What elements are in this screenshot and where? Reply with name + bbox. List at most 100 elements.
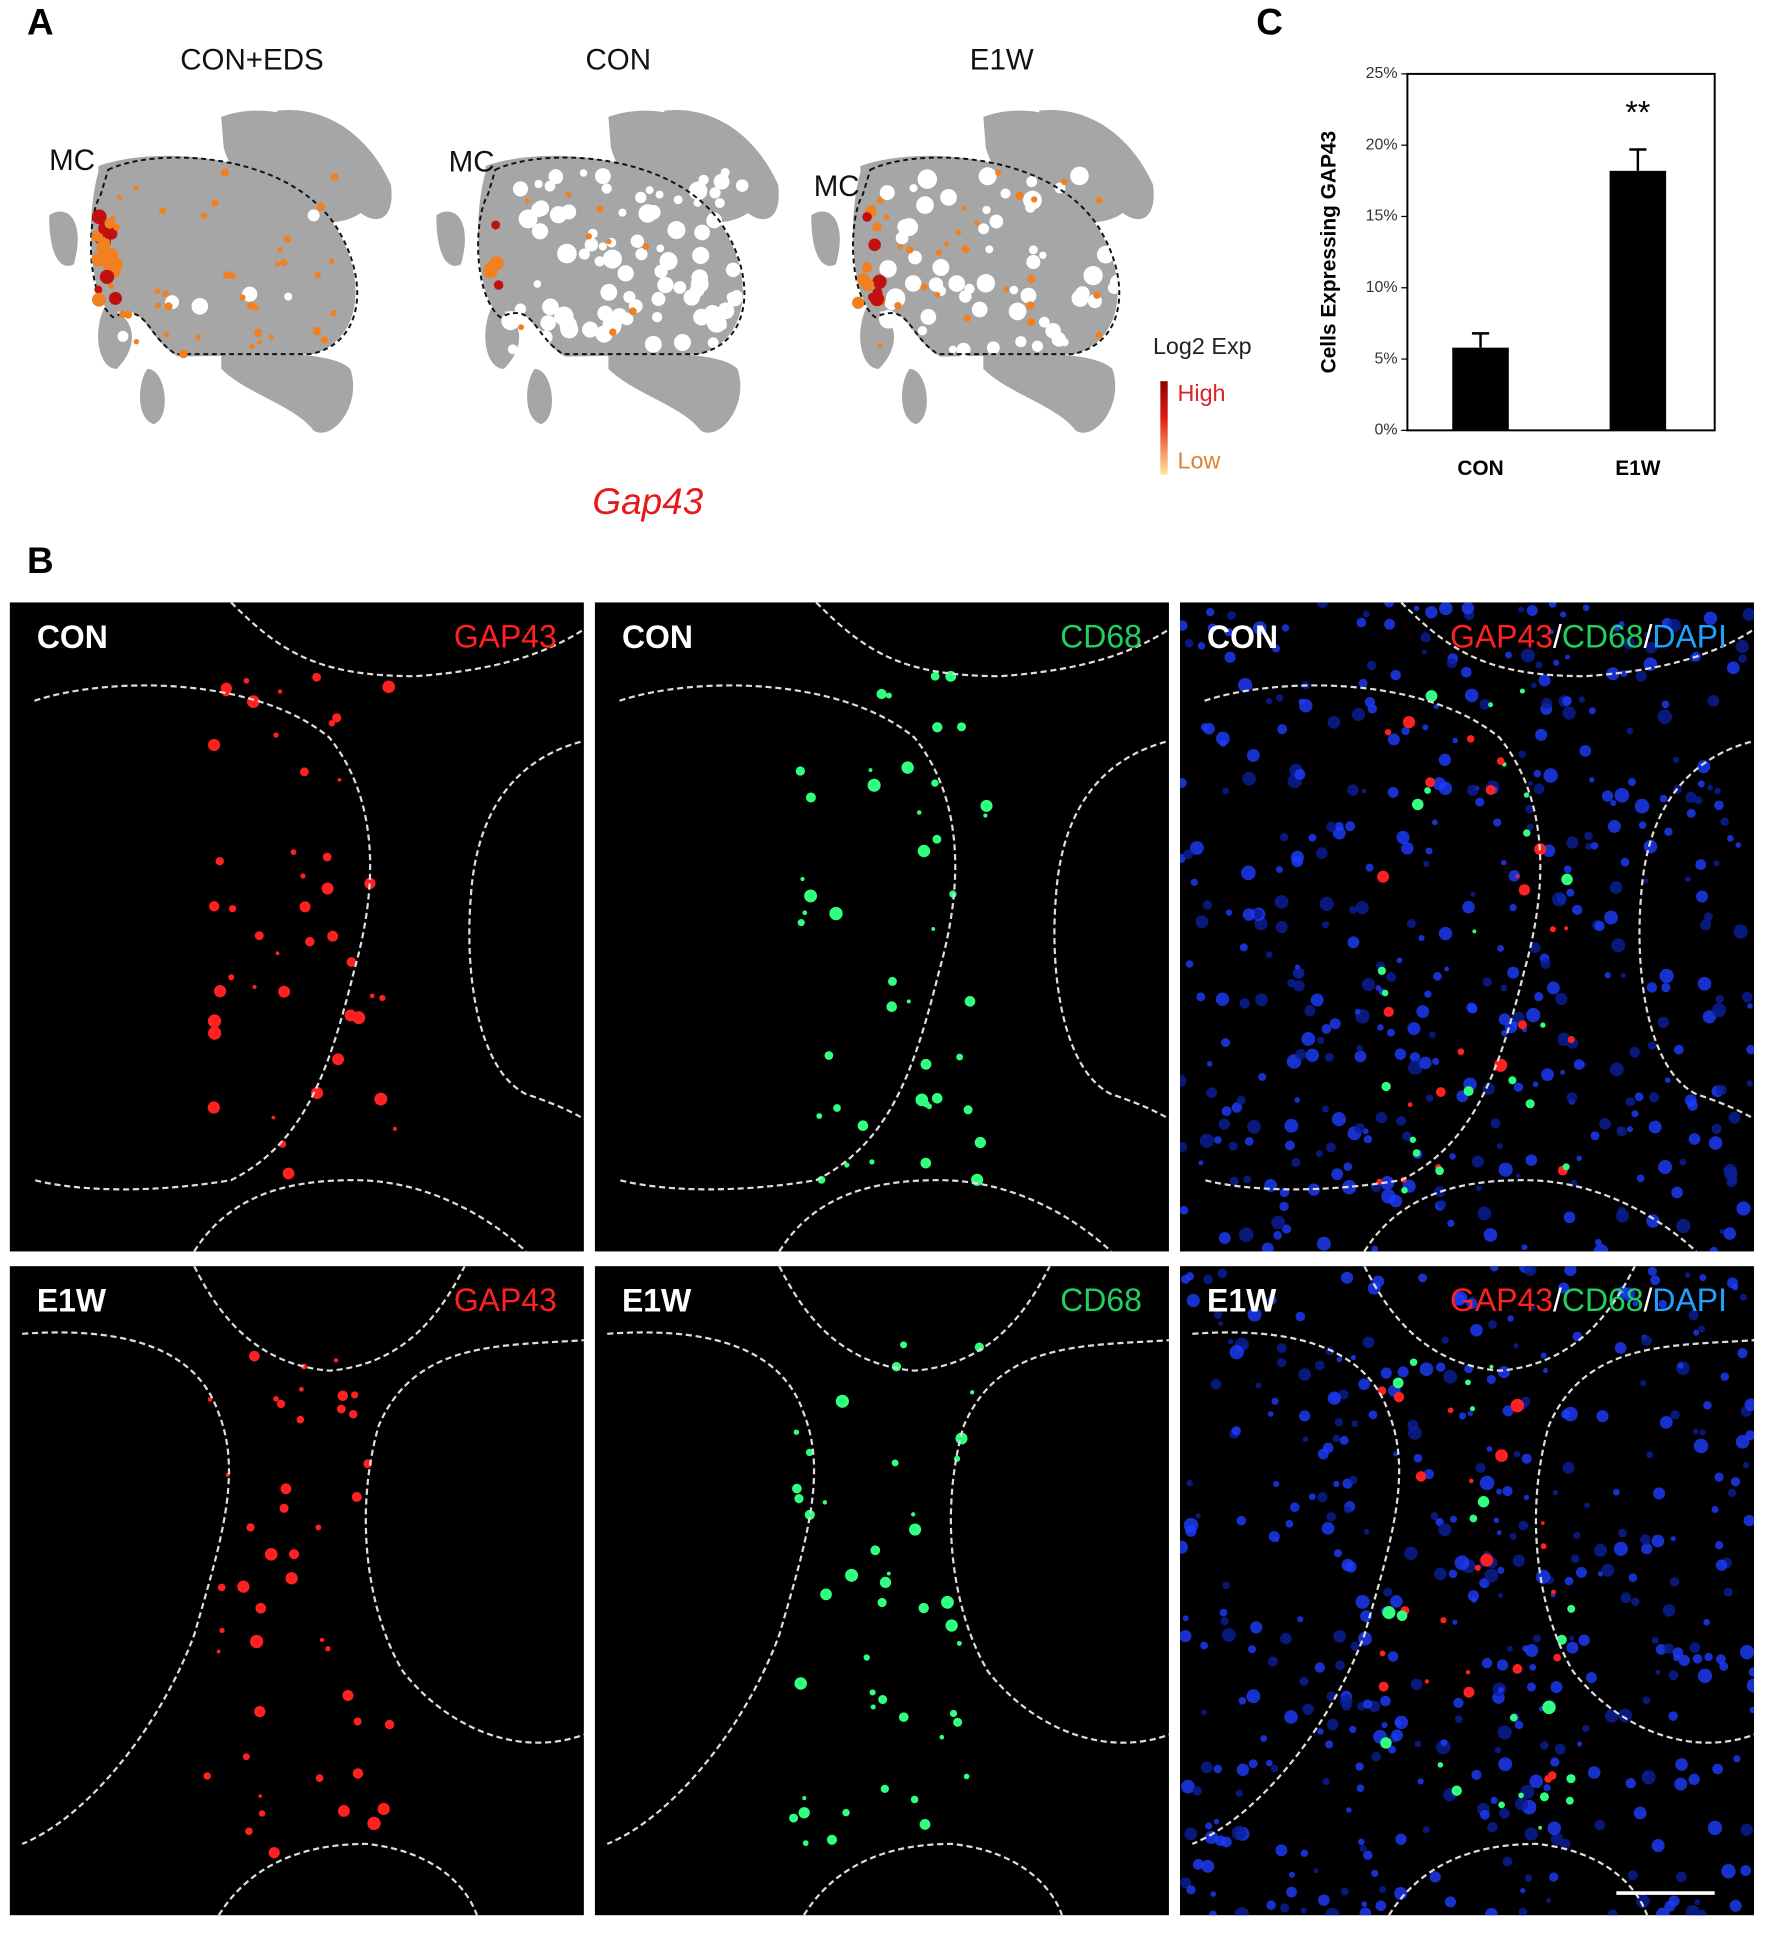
signal [213, 985, 227, 998]
sparse-area [597, 305, 613, 322]
signal [384, 1719, 395, 1730]
nucleus [1227, 610, 1236, 620]
nucleus [1524, 1827, 1538, 1841]
expression-dot [872, 274, 887, 289]
expression-dot [91, 292, 106, 307]
channel-label: GAP43 [454, 1283, 557, 1319]
expression-dot [905, 246, 914, 254]
nucleus [1205, 1822, 1213, 1830]
nucleus [1534, 992, 1544, 1002]
signal [1380, 1737, 1392, 1749]
nucleus [1483, 1228, 1498, 1242]
nucleus [1248, 1645, 1257, 1654]
nucleus [1521, 1244, 1528, 1251]
nucleus [1471, 1597, 1477, 1603]
nucleus [1526, 605, 1538, 617]
nucleus [1566, 1641, 1579, 1654]
signal [332, 713, 342, 723]
nucleus [1663, 1643, 1674, 1654]
nucleus [1662, 1604, 1676, 1617]
nucleus [1418, 934, 1425, 942]
nucleus [1527, 781, 1533, 787]
signal [1493, 1058, 1508, 1072]
sparse-area [557, 243, 577, 264]
nucleus [1258, 1072, 1267, 1081]
signal [1472, 929, 1477, 934]
signal [254, 931, 264, 941]
signal [245, 1827, 253, 1836]
nucleus [1331, 1168, 1344, 1181]
cell-cluster [663, 109, 779, 220]
expression-dot [876, 197, 884, 205]
sparse-area [1026, 176, 1038, 188]
tubule-outline [1363, 1266, 1636, 1372]
sparse-area [690, 275, 709, 293]
channel-name: GAP43 [1450, 1283, 1553, 1319]
nucleus [1594, 1543, 1608, 1557]
sparse-area [514, 303, 527, 315]
nucleus [1584, 1502, 1590, 1509]
nucleus [1557, 1032, 1571, 1047]
nucleus [1744, 1398, 1755, 1412]
nucleus [1186, 1293, 1200, 1308]
nucleus [1540, 1352, 1547, 1359]
nucleus [1339, 1435, 1349, 1445]
signal [290, 849, 297, 856]
nucleus [1292, 967, 1305, 979]
nucleus [1466, 1002, 1477, 1013]
nucleus [1192, 1858, 1204, 1870]
nucleus [1688, 1133, 1701, 1145]
signal [1463, 1686, 1475, 1698]
nucleus [1280, 1903, 1290, 1913]
sparse-area [1026, 255, 1041, 270]
nucleus [1664, 827, 1673, 837]
signal [1382, 1606, 1396, 1620]
nucleus [1713, 860, 1720, 867]
nucleus [1214, 1136, 1222, 1144]
tsne-plot [49, 109, 392, 433]
channel-name: GAP43 [1450, 619, 1553, 655]
nucleus [1678, 1654, 1690, 1667]
signal [1538, 1825, 1543, 1830]
expression-dot [254, 328, 263, 338]
micrograph: CON GAP43/CD68/DAPI [1180, 602, 1755, 1252]
expression-dot [1015, 191, 1024, 200]
nucleus [1748, 1667, 1755, 1677]
nucleus [1375, 1111, 1388, 1124]
signal [945, 1619, 958, 1632]
nucleus [1627, 1870, 1638, 1881]
nucleus [1221, 1106, 1232, 1117]
expression-dot [211, 199, 219, 207]
nucleus [1361, 1901, 1368, 1908]
condition-label: CON [1207, 619, 1278, 655]
nucleus [1488, 1320, 1497, 1330]
nucleus [1227, 1338, 1234, 1345]
nucleus [1358, 1378, 1370, 1391]
signal [249, 1350, 260, 1362]
signal [1384, 729, 1392, 736]
signal [909, 1523, 922, 1536]
nucleus [1321, 1105, 1330, 1113]
signal [867, 778, 881, 792]
expression-dot [493, 280, 504, 290]
sparse-area [542, 298, 559, 316]
nucleus [1210, 1378, 1222, 1390]
signal [275, 951, 280, 956]
signal [802, 1840, 809, 1847]
nucleus [1356, 1044, 1363, 1052]
nucleus [1422, 724, 1429, 731]
nucleus [1349, 906, 1357, 914]
sparse-area [578, 248, 590, 260]
nucleus [1498, 1162, 1513, 1177]
signal [208, 738, 221, 752]
nucleus [1707, 1820, 1723, 1836]
sparse-area [895, 231, 909, 245]
sparse-area [582, 321, 599, 338]
nucleus [1396, 1115, 1407, 1126]
sparse-area [1031, 340, 1044, 352]
nucleus [1295, 1048, 1307, 1061]
nucleus [1270, 1764, 1279, 1773]
signal [901, 761, 914, 774]
nucleus [1715, 1559, 1728, 1571]
tubule-outline [778, 1179, 1112, 1252]
